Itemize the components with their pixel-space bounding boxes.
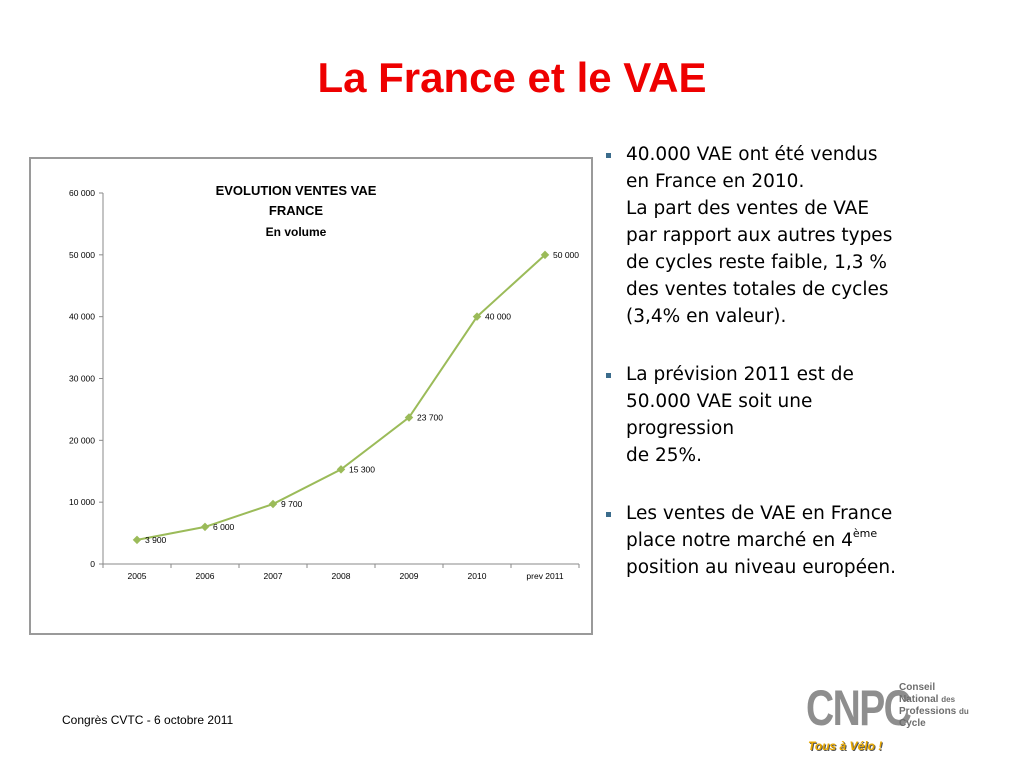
bullet-text-line: La prévision 2011 est de (626, 364, 854, 385)
bullet-square-icon (606, 153, 611, 158)
bullet-text-line: place notre marché en 4 (626, 530, 853, 551)
bullet-item-european-rank: Les ventes de VAE en France place notre … (604, 500, 974, 581)
x-tick-label: 2008 (332, 571, 351, 581)
bullet-text-line: 40.000 VAE ont été vendus (626, 144, 878, 165)
chart-title: EVOLUTION VENTES VAE FRANCE (191, 181, 401, 221)
bullet-text-line: des ventes totales de cycles (626, 279, 889, 300)
x-tick-label: 2006 (196, 571, 215, 581)
data-label: 50 000 (553, 250, 579, 260)
data-label: 6 000 (213, 522, 235, 532)
data-point-marker (200, 522, 210, 532)
data-label: 40 000 (485, 312, 511, 322)
logo-word: Professions (899, 706, 957, 717)
bullet-text-line: progression (626, 418, 735, 439)
x-axis: 2005 2006 2007 2008 2009 2010 prev 2011 (102, 563, 580, 581)
data-point-marker (472, 312, 482, 321)
bullet-text-line: 50.000 VAE soit une (626, 391, 813, 412)
data-label: 3 900 (145, 535, 167, 545)
x-tick-label: 2007 (264, 571, 283, 581)
chart-subtitle: En volume (265, 225, 327, 239)
y-tick-label: 20 000 (69, 435, 95, 445)
chart-title-line-2: FRANCE (268, 203, 324, 218)
bullet-text-line: en France en 2010. (626, 171, 805, 192)
bullet-square-icon (606, 373, 611, 378)
series-sales (132, 250, 550, 545)
y-tick-label: 10 000 (69, 497, 95, 507)
bullet-text-line: Les ventes de VAE en France (626, 503, 893, 524)
bullet-text-line: La part des ventes de VAE (626, 198, 870, 219)
slide-title: La France et le VAE (317, 54, 707, 101)
y-tick-label: 0 (90, 559, 95, 569)
logo-mark: CNPC (806, 680, 912, 736)
y-axis: 0 10 000 20 000 30 000 40 000 50 000 60 000 (69, 188, 104, 569)
data-point-marker (268, 499, 278, 509)
data-point-marker (132, 535, 142, 545)
logo-word: des (941, 695, 956, 704)
ordinal-superscript: ème (852, 527, 878, 540)
bullet-list: 40.000 VAE ont été vendus en France en 2… (604, 141, 974, 612)
logo-word: Cycle (899, 718, 926, 729)
logo-word: du (959, 707, 969, 716)
y-tick-label: 30 000 (69, 374, 95, 384)
data-point-marker (404, 413, 414, 422)
chart-container: 0 10 000 20 000 30 000 40 000 50 000 60 000 20… (29, 157, 593, 635)
bullet-square-icon (606, 512, 611, 517)
footer-text: Congrès CVTC - 6 octobre 2011 (62, 713, 234, 727)
data-label: 9 700 (281, 499, 303, 509)
line-chart: 0 10 000 20 000 30 000 40 000 50 000 60 000 20… (69, 188, 580, 581)
bullet-text-line: position au niveau européen. (626, 557, 896, 578)
cnpc-logo: CNPC Conseil National des Professions du… (806, 676, 986, 760)
x-tick-label: 2010 (468, 571, 487, 581)
y-tick-label: 50 000 (69, 250, 95, 260)
data-point-marker (336, 465, 346, 474)
data-label: 15 300 (349, 464, 375, 474)
chart-title-line-1: EVOLUTION VENTES VAE (215, 183, 377, 198)
bullet-item-sales-2010: 40.000 VAE ont été vendus en France en 2… (604, 141, 974, 330)
logo-word: Conseil (899, 682, 936, 693)
x-tick-label: prev 2011 (526, 571, 563, 581)
bullet-text-line: (3,4% en valeur). (626, 306, 787, 327)
data-label: 23 700 (417, 412, 443, 422)
bullet-text-line: de cycles reste faible, 1,3 % (626, 252, 887, 273)
logo-words: Conseil National des Professions du Cycl… (899, 682, 969, 730)
logo-word: National (899, 694, 939, 705)
x-tick-label: 2009 (400, 571, 419, 581)
series-line (136, 254, 546, 541)
y-tick-label: 60 000 (69, 188, 95, 198)
x-tick-label: 2005 (128, 571, 147, 581)
logo-tagline: Tous à Vélo ! (808, 739, 883, 753)
bullet-text-line: par rapport aux autres types (626, 225, 893, 246)
y-tick-label: 40 000 (69, 312, 95, 322)
bullet-text-line: de 25%. (626, 445, 703, 466)
data-labels: 3 900 6 000 9 700 15 300 23 700 40 000 50 000 (145, 250, 579, 545)
bullet-item-forecast-2011: La prévision 2011 est de 50.000 VAE soit… (604, 361, 974, 469)
